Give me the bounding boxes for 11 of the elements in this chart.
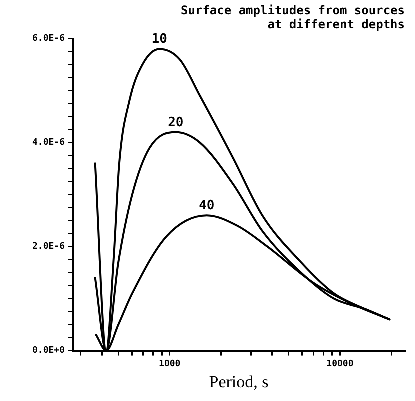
y-tick-label: 4.0E-6: [32, 138, 65, 148]
series-label: 20: [168, 115, 184, 130]
y-tick-label: 0.0E+0: [32, 346, 65, 356]
x-axis-title: Period, s: [209, 372, 269, 392]
series-label: 10: [152, 32, 168, 48]
x-tick-label: 10000: [326, 360, 354, 370]
x-tick-label: 1000: [159, 360, 181, 370]
chart-title: Surface amplitudes from sources at different depths: [181, 3, 405, 32]
y-tick-label: 6.0E-6: [32, 34, 65, 44]
y-tick-label: 2.0E-6: [32, 242, 65, 252]
series-label: 40: [199, 198, 215, 214]
